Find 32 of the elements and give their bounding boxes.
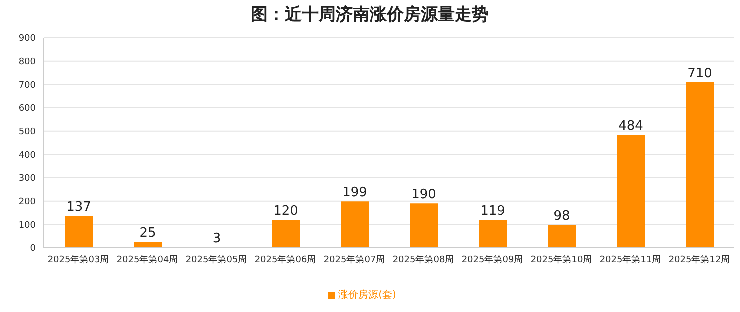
data-label: 710 bbox=[688, 66, 712, 82]
y-tick-label: 700 bbox=[18, 80, 36, 91]
legend-label: 涨价房源(套) bbox=[338, 290, 396, 301]
data-label: 98 bbox=[554, 209, 570, 224]
y-tick-label: 800 bbox=[18, 58, 36, 68]
data-label: 120 bbox=[274, 204, 298, 219]
data-label: 484 bbox=[618, 119, 644, 134]
y-tick-label: 200 bbox=[18, 198, 36, 208]
x-tick-label: 2025年第03周 bbox=[48, 254, 110, 266]
x-tick-label: 2025年第04周 bbox=[116, 254, 178, 266]
x-tick-label: 2025年第10周 bbox=[530, 254, 592, 266]
data-label: 119 bbox=[480, 204, 506, 220]
data-label: 190 bbox=[412, 188, 436, 203]
y-tick-label: 500 bbox=[18, 128, 36, 138]
y-tick-label: 600 bbox=[18, 104, 36, 114]
chart-title: 图：近十周济南涨价房源量走势 bbox=[250, 4, 490, 27]
data-label: 3 bbox=[212, 231, 222, 246]
y-tick-label: 900 bbox=[18, 34, 36, 44]
data-label: 137 bbox=[66, 200, 92, 216]
y-tick-label: 400 bbox=[18, 150, 36, 161]
y-tick-label: 300 bbox=[18, 174, 36, 184]
x-tick-label: 2025年第11周 bbox=[600, 254, 662, 266]
x-tick-label: 2025年第08周 bbox=[392, 254, 454, 266]
data-label: 25 bbox=[140, 226, 156, 242]
x-tick-label: 2025年第07周 bbox=[324, 254, 386, 266]
x-tick-label: 2025年第12周 bbox=[668, 254, 730, 266]
y-tick-label: 0 bbox=[30, 244, 36, 254]
x-tick-label: 2025年第06周 bbox=[254, 254, 316, 266]
y-tick-label: 100 bbox=[18, 220, 36, 231]
x-tick-label: 2025年第09周 bbox=[462, 254, 524, 266]
x-tick-label: 2025年第05周 bbox=[186, 254, 248, 266]
data-label: 199 bbox=[342, 186, 368, 201]
